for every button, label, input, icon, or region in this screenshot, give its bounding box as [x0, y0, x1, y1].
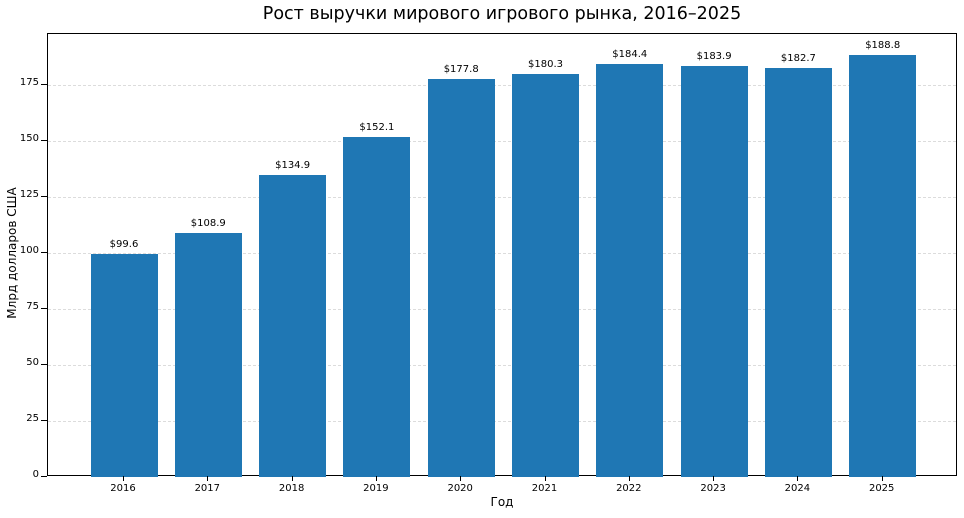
- x-tick-label: 2025: [868, 483, 895, 494]
- y-tick-label: 75: [26, 301, 39, 313]
- x-tick: [291, 476, 293, 481]
- y-tick: [41, 252, 47, 254]
- bar-value-label: $182.7: [780, 53, 816, 65]
- bar-value-label: $152.1: [359, 121, 395, 133]
- bar-2025: [849, 54, 917, 477]
- x-tick: [375, 476, 377, 481]
- y-tick: [41, 420, 47, 422]
- y-tick-label: 175: [19, 77, 39, 89]
- bar-value-label: $177.8: [443, 64, 479, 76]
- gridline: [48, 253, 956, 255]
- y-tick: [41, 196, 47, 198]
- y-tick-label: 100: [19, 245, 39, 257]
- y-tick: [41, 84, 47, 86]
- x-tick: [460, 476, 462, 481]
- y-tick: [41, 140, 47, 142]
- bar-2017: [174, 233, 242, 477]
- gridline: [48, 421, 956, 423]
- bar-value-label: $134.9: [275, 160, 311, 172]
- x-tick-label: 2023: [700, 483, 726, 494]
- x-tick-label: 2024: [784, 483, 811, 494]
- x-tick: [123, 476, 124, 481]
- bar-2020: [427, 79, 495, 477]
- gridline: [48, 365, 956, 367]
- bar-value-label: $108.9: [190, 218, 226, 230]
- bar-2018: [259, 175, 327, 477]
- gridline: [48, 141, 956, 143]
- bar-value-label: $183.9: [696, 50, 732, 62]
- x-tick: [797, 476, 799, 481]
- x-tick-label: 2020: [447, 483, 473, 494]
- bar-value-label: $180.3: [528, 58, 563, 70]
- x-axis-label: Год: [490, 495, 514, 509]
- y-tick: [41, 308, 47, 310]
- y-tick-label: 50: [26, 357, 39, 369]
- y-tick-label: 25: [26, 413, 39, 425]
- x-tick: [544, 476, 546, 481]
- y-tick-label: 150: [19, 133, 39, 145]
- x-tick: [713, 476, 715, 481]
- y-tick-label: 125: [19, 189, 39, 201]
- bar-2023: [680, 65, 748, 477]
- y-tick: [41, 476, 47, 477]
- bar-value-label: $188.8: [865, 39, 901, 51]
- bar-value-label: $184.4: [612, 49, 648, 61]
- x-tick-label: 2021: [531, 483, 558, 494]
- x-tick-label: 2019: [363, 483, 389, 494]
- x-tick: [628, 476, 630, 481]
- gridline: [48, 85, 956, 87]
- x-tick: [881, 476, 883, 481]
- x-tick: [207, 476, 209, 481]
- bar-2022: [596, 64, 664, 477]
- gridline: [48, 309, 956, 311]
- gridline: [48, 197, 956, 199]
- plot-area: $99.6 $108.9 $134.9 $152.1 $177.8 $180.3 $184.…: [47, 33, 957, 477]
- bar-2021: [512, 73, 579, 477]
- bar-2024: [764, 68, 832, 477]
- bar-2016: [90, 254, 158, 477]
- y-tick: [41, 364, 47, 366]
- x-tick-label: 2018: [278, 483, 305, 494]
- x-tick-label: 2016: [110, 483, 136, 494]
- x-tick-label: 2022: [616, 483, 642, 494]
- bar-2019: [343, 136, 411, 477]
- x-tick-label: 2017: [194, 483, 221, 494]
- bar-value-label: $99.6: [109, 239, 139, 251]
- chart-title: Рост выручки мирового игрового рынка, 20…: [262, 4, 742, 24]
- y-tick-label: 0: [32, 469, 39, 480]
